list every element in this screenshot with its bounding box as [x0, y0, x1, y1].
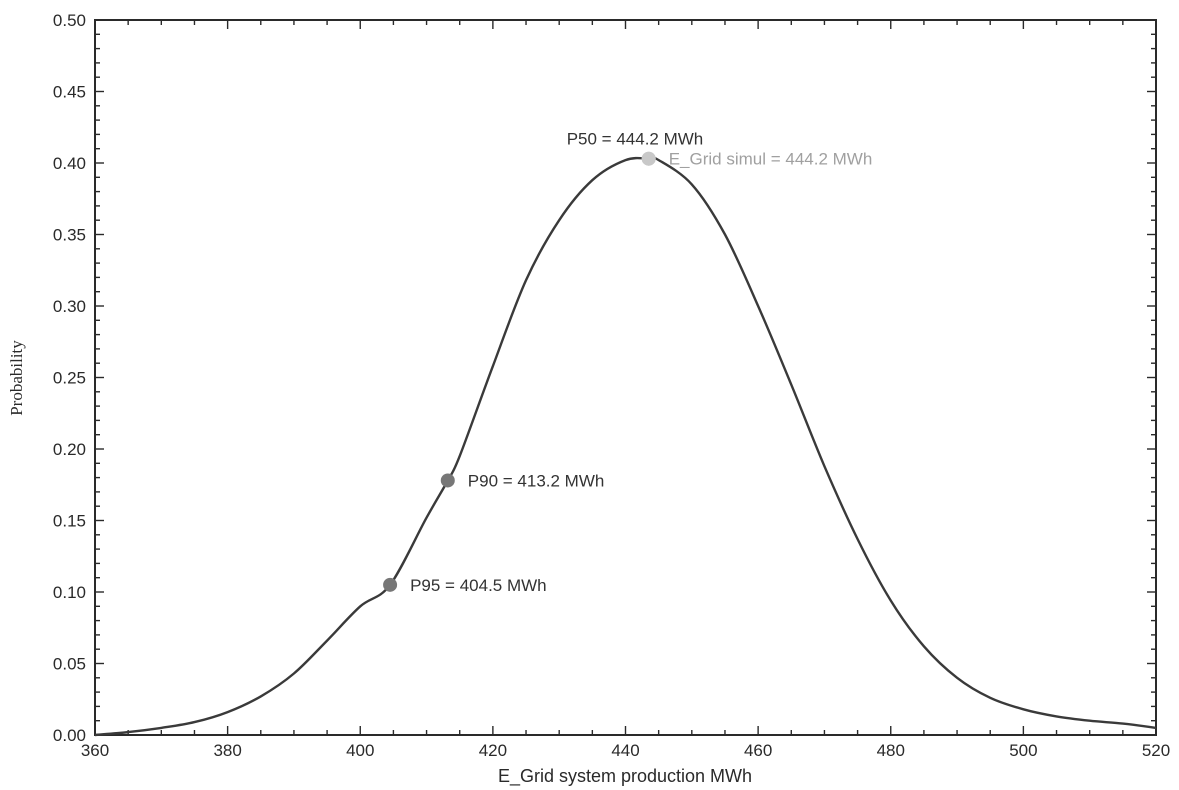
y-tick-label: 0.30 — [53, 297, 86, 316]
annotation-marker — [641, 151, 656, 166]
x-tick-label: 460 — [744, 741, 772, 760]
y-axis-title: Probability — [7, 340, 26, 416]
annotation-label: P90 = 413.2 MWh — [468, 471, 605, 490]
y-tick-label: 0.05 — [53, 655, 86, 674]
annotation-label: E_Grid simul = 444.2 MWh — [669, 150, 873, 169]
y-tick-labels: 0.00 0.05 0.10 0.15 0.20 0.25 0.30 0.35 0.40 0.45… — [53, 11, 86, 745]
annotation-marker — [383, 577, 398, 592]
axis-ticks — [94, 19, 1157, 736]
y-tick-label: 0.20 — [53, 440, 86, 459]
x-tick-label: 480 — [877, 741, 905, 760]
annotation-label: P95 = 404.5 MWh — [410, 576, 547, 595]
plot-frame — [94, 19, 1157, 736]
y-tick-label: 0.45 — [53, 83, 86, 102]
probability-curve — [94, 156, 1157, 737]
x-tick-label: 500 — [1009, 741, 1037, 760]
annotation-label: P50 = 444.2 MWh — [567, 130, 704, 149]
y-tick-label: 0.40 — [53, 154, 86, 173]
y-tick-label: 0.00 — [53, 726, 86, 745]
y-tick-label: 0.15 — [53, 512, 86, 531]
annotation-marker — [440, 473, 455, 488]
x-tick-labels: 360 380 400 420 440 460 480 500 520 — [81, 741, 1170, 760]
x-tick-label: 380 — [213, 741, 241, 760]
x-tick-label: 360 — [81, 741, 109, 760]
y-tick-label: 0.10 — [53, 583, 86, 602]
y-tick-label: 0.35 — [53, 226, 86, 245]
x-tick-label: 400 — [346, 741, 374, 760]
x-axis-title: E_Grid system production MWh — [498, 766, 752, 787]
x-tick-label: 520 — [1142, 741, 1170, 760]
x-tick-label: 440 — [611, 741, 639, 760]
x-tick-label: 420 — [479, 741, 507, 760]
y-tick-label: 0.25 — [53, 369, 86, 388]
y-tick-label: 0.50 — [53, 11, 86, 30]
